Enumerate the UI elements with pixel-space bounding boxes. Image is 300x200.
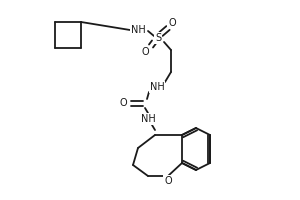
Text: O: O — [119, 98, 127, 108]
Text: S: S — [155, 33, 161, 43]
Text: NH: NH — [141, 114, 155, 124]
Text: O: O — [141, 47, 149, 57]
Text: NH: NH — [130, 25, 146, 35]
Text: NH: NH — [150, 82, 164, 92]
Text: O: O — [164, 176, 172, 186]
Text: O: O — [168, 18, 176, 28]
